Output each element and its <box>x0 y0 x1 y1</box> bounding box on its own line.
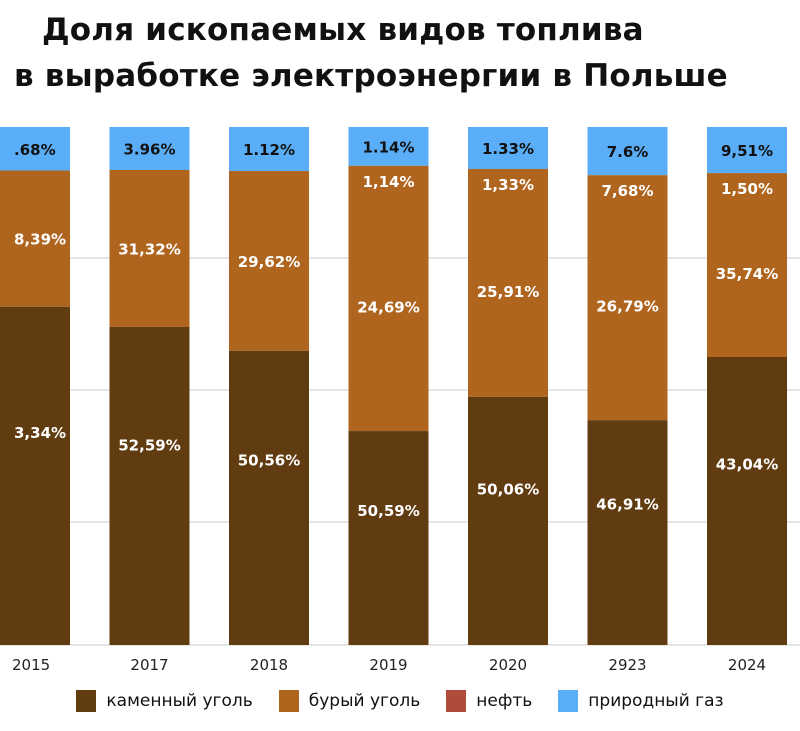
bar-segment <box>229 127 309 172</box>
bar-segment <box>707 173 787 357</box>
data-label: 9,51% <box>721 142 773 160</box>
legend-item-oil: нефть <box>446 690 532 712</box>
x-tick-label: 2018 <box>250 656 288 674</box>
data-label: 50,56% <box>238 452 300 470</box>
bar-segment <box>0 127 70 171</box>
bar-segment <box>0 306 70 645</box>
data-label: 3.96% <box>123 140 175 158</box>
bar-segment <box>468 168 548 397</box>
data-label: .68% <box>14 141 56 159</box>
data-label: 7,68% <box>601 182 653 200</box>
bar-segment <box>707 127 787 174</box>
bar-segment <box>468 396 548 645</box>
data-label: 1.12% <box>243 141 295 159</box>
bar-segment <box>707 356 787 645</box>
bar-segment <box>109 169 190 327</box>
data-label: 1,14% <box>362 173 414 191</box>
x-tick-label: 2923 <box>608 656 646 674</box>
data-label: 7.6% <box>607 143 649 161</box>
data-label: 1.14% <box>362 138 414 156</box>
bar-segment <box>229 350 309 645</box>
chart-title-line-1: Доля ископаемых видов топлива <box>42 12 644 48</box>
data-label: 52,59% <box>118 437 180 455</box>
legend-swatch <box>558 690 579 712</box>
legend-item-natural-gas: природный газ <box>558 690 724 712</box>
bar-segment <box>348 431 429 645</box>
data-label: 1,33% <box>482 176 534 194</box>
bar-segment <box>587 175 668 421</box>
data-label: 35,74% <box>716 265 778 283</box>
data-label: 50,06% <box>477 481 539 499</box>
data-label: 46,91% <box>596 495 658 513</box>
bar-segment <box>109 326 190 645</box>
legend-item-hard-coal: каменный уголь <box>76 690 253 712</box>
bar-segment <box>587 127 668 176</box>
x-tick-label: 2024 <box>728 656 766 674</box>
bar-segment <box>0 170 70 307</box>
legend-label: природный газ <box>588 691 724 711</box>
bar-segment <box>348 127 429 166</box>
data-label: 50,59% <box>357 502 419 520</box>
legend: каменный уголь бурый уголь нефть природн… <box>0 690 800 712</box>
legend-label: бурый уголь <box>308 691 421 711</box>
bar-segment <box>468 127 548 169</box>
data-label: 8,39% <box>14 231 66 249</box>
data-label: 3,34% <box>14 424 66 442</box>
bar-segment <box>109 127 190 170</box>
x-tick-label: 2019 <box>369 656 407 674</box>
data-label: 29,62% <box>238 253 300 271</box>
data-label: 25,91% <box>477 283 539 301</box>
bar-segment <box>587 420 668 645</box>
bar-segment <box>348 165 429 432</box>
legend-label: нефть <box>476 691 533 711</box>
legend-label: каменный уголь <box>106 691 253 711</box>
bar-segment <box>229 171 309 351</box>
data-label: 43,04% <box>716 456 778 474</box>
data-label: 31,32% <box>118 240 180 258</box>
legend-item-lignite: бурый уголь <box>278 690 421 712</box>
chart-title-line-2: в выработке электроэнергии в Польше <box>14 58 728 94</box>
data-label: 26,79% <box>596 298 658 316</box>
data-label: 1.33% <box>482 140 534 158</box>
legend-swatch <box>446 690 467 712</box>
x-tick-label: 2017 <box>130 656 168 674</box>
x-tick-label: 2015 <box>12 656 50 674</box>
legend-swatch <box>278 690 299 712</box>
data-label: 1,50% <box>721 180 773 198</box>
legend-swatch <box>76 690 97 712</box>
x-tick-label: 2020 <box>489 656 527 674</box>
data-label: 24,69% <box>357 298 419 316</box>
